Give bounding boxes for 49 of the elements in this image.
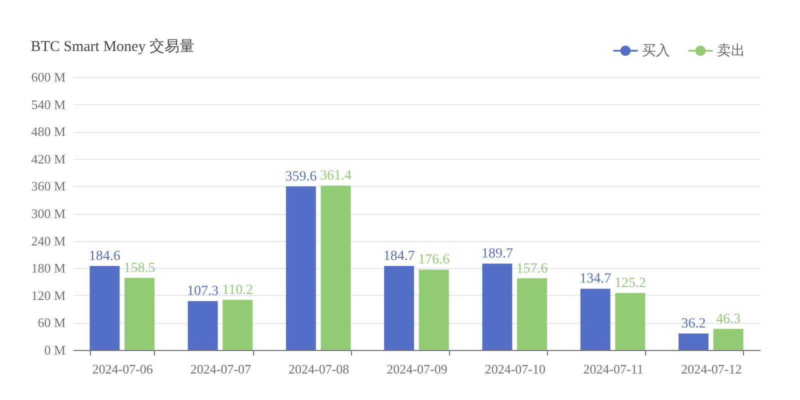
- y-tick-label: 240 M: [31, 233, 66, 248]
- bar: [286, 186, 316, 350]
- bar: [222, 300, 253, 350]
- data-label: 359.6: [285, 169, 317, 184]
- x-tick-label: 2024-07-11: [583, 362, 644, 376]
- y-tick-label: 300 M: [31, 206, 66, 221]
- bar: [188, 301, 218, 350]
- bar: [615, 293, 646, 350]
- data-label: 184.6: [88, 249, 120, 264]
- bar: [320, 186, 351, 350]
- bar: [678, 334, 708, 350]
- y-tick-label: 180 M: [31, 260, 66, 276]
- y-tick-label: 540 M: [31, 96, 66, 112]
- y-tick-label: 360 M: [31, 178, 66, 194]
- bar: [418, 270, 449, 350]
- data-label: 36.2: [681, 316, 706, 332]
- y-tick-label: 120 M: [31, 288, 66, 303]
- y-tick-label: 420 M: [31, 151, 66, 166]
- data-label: 184.7: [383, 248, 415, 264]
- bar: [384, 266, 414, 350]
- x-tick-label: 2024-07-08: [288, 362, 350, 376]
- x-tick-label: 2024-07-06: [92, 362, 154, 376]
- x-tick-label: 2024-07-12: [681, 362, 742, 376]
- data-label: 157.6: [516, 261, 548, 276]
- y-tick-label: 600 M: [31, 70, 66, 84]
- legend-label: 买入: [642, 42, 670, 59]
- data-label: 107.3: [187, 284, 219, 300]
- data-label: 361.4: [320, 168, 352, 184]
- y-tick-label: 60 M: [38, 315, 66, 330]
- y-tick-label: 480 M: [31, 124, 66, 140]
- data-label: 125.2: [614, 276, 646, 292]
- chart-title: BTC Smart Money 交易量: [30, 38, 194, 55]
- bar: [124, 278, 154, 350]
- bar: [482, 264, 512, 350]
- y-tick-label: 0 M: [44, 342, 66, 358]
- x-tick-label: 2024-07-07: [190, 362, 252, 376]
- bar: [580, 288, 610, 350]
- x-tick-label: 2024-07-10: [484, 362, 546, 376]
- bar: [517, 278, 548, 350]
- data-label: 176.6: [418, 252, 450, 268]
- data-label: 134.7: [580, 272, 612, 287]
- x-tick-label: 2024-07-09: [386, 362, 448, 376]
- legend-label: 卖出: [717, 42, 745, 59]
- data-label: 110.2: [222, 282, 254, 298]
- data-label: 158.5: [124, 260, 156, 276]
- bar: [90, 266, 120, 350]
- data-label: 46.3: [716, 312, 741, 327]
- data-label: 189.7: [481, 246, 513, 262]
- bar: [713, 328, 744, 350]
